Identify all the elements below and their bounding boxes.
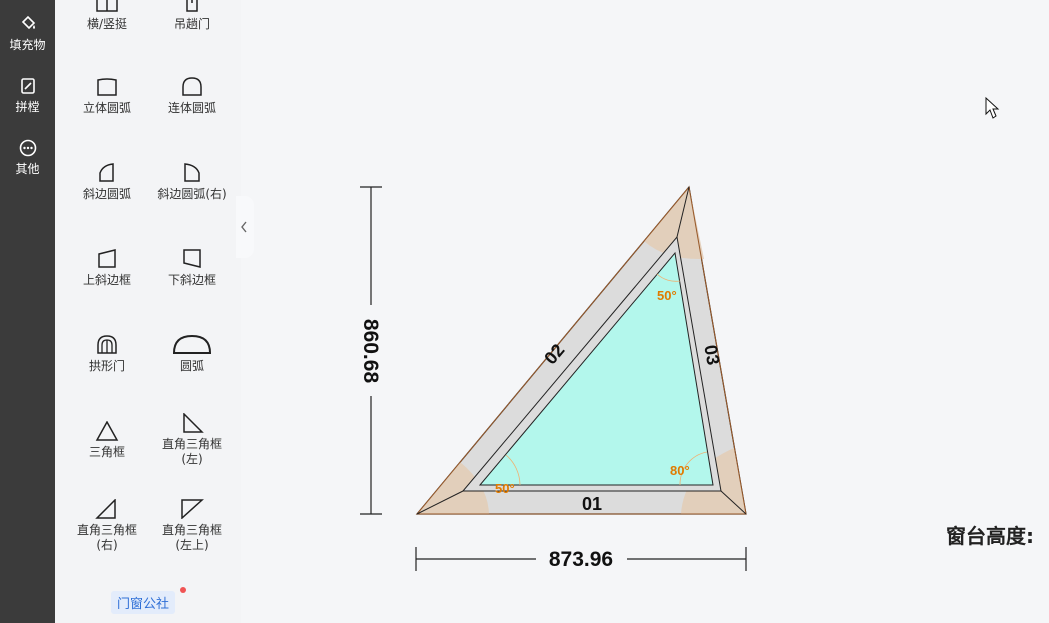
chevron-left-icon [241,221,247,233]
tool-label: 拱形门 [88,359,125,373]
corner-left [417,462,489,514]
angle-arc-top [656,273,681,282]
glass-pane[interactable] [478,251,714,486]
tool-label: 直角三角框 [161,523,222,537]
tool-semicircle[interactable]: 圆弧 [152,335,232,374]
tool-right-triangle-top-left[interactable]: 直角三角框 (左上) [152,499,232,553]
right-triangle-right-icon [95,499,116,519]
tool-hanging-door[interactable]: 吊趟门 [152,0,232,32]
right-triangle-left-icon [183,413,204,433]
right-triangle-top-left-icon [181,499,204,519]
sidebar-item-label: 其他 [15,162,40,176]
left-sidebar: 填充物 拼樘 其他 [0,0,55,623]
outer-outline [415,185,747,515]
tool-label: 连体圆弧 [167,101,216,115]
tool-right-triangle-right[interactable]: 直角三角框 (右) [67,499,147,553]
brand-link[interactable]: 门窗公社 [111,591,176,614]
bevel-arc-icon [99,163,114,182]
solid-arc-icon [97,78,117,96]
sidebar-item-fill[interactable]: 填充物 [0,15,55,53]
height-dimension [360,186,382,515]
shape-tool-panel: 横/竖挺 吊趟门 立体圆弧 连体圆弧 斜边圆弧 斜边圆弧(右) [55,0,241,623]
tool-triangle[interactable]: 三角框 [67,421,147,460]
sidebar-item-other[interactable]: 其他 [0,139,55,177]
more-icon [19,139,36,157]
bottom-slant-frame-icon [183,249,201,268]
tool-label: 斜边圆弧(右) [157,187,227,201]
sidebar-item-joint[interactable]: 拼樘 [0,77,55,115]
tool-label-sub: (右) [96,538,118,552]
angle-label-left: 50° [495,481,515,496]
joined-arc-icon [182,77,202,96]
tool-label: 斜边圆弧 [82,187,131,201]
tool-solid-arc[interactable]: 立体圆弧 [67,77,147,116]
semicircle-icon [172,335,212,354]
tool-label: 下斜边框 [167,273,216,287]
bar-label-right[interactable]: 03 [700,343,723,366]
tool-joined-arc[interactable]: 连体圆弧 [152,77,232,116]
tool-label: 直角三角框 [76,523,137,537]
tool-label: 三角框 [88,445,125,459]
bar-label-bottom[interactable]: 01 [582,494,602,514]
tool-right-triangle-left[interactable]: 直角三角框 (左) [152,413,232,467]
notification-dot [180,587,186,593]
triangle-icon [95,421,119,441]
angle-label-right: 80° [670,463,690,478]
joint-line-top [676,186,690,238]
arch-door-icon [97,335,117,354]
tool-label: 吊趟门 [173,17,210,31]
sidebar-item-label: 填充物 [9,38,46,52]
tool-top-slant-frame[interactable]: 上斜边框 [67,249,147,288]
joint-line-left [416,490,464,515]
height-dimension-label[interactable]: 860.68 [359,319,382,384]
edit-frame-icon [20,78,35,94]
tool-label: 横/竖挺 [86,17,128,31]
angle-arc-left [505,454,521,486]
joint-line-right [720,490,747,515]
mouse-cursor-icon [985,96,1000,119]
corner-top [644,187,704,260]
tool-label: 上斜边框 [82,273,131,287]
tool-label-sub: (左上) [175,538,209,552]
tool-label: 圆弧 [179,359,204,373]
tool-bevel-arc[interactable]: 斜边圆弧 [67,163,147,202]
sidebar-item-label: 拼樘 [15,100,40,114]
top-slant-frame-icon [98,249,116,268]
tool-mullion[interactable]: 横/竖挺 [67,0,147,32]
tool-label-sub: (左) [181,452,203,466]
panel-collapse-button[interactable] [236,196,254,258]
tool-arch-door[interactable]: 拱形门 [67,335,147,374]
sill-height-label: 窗台高度: [946,524,1034,548]
hanging-door-icon [186,0,198,12]
width-dimension [415,547,747,571]
angle-arc-right [679,451,708,486]
tool-bottom-slant-frame[interactable]: 下斜边框 [152,249,232,288]
tool-label: 立体圆弧 [82,101,131,115]
bevel-arc-right-icon [184,163,200,182]
angle-label-top: 50° [657,288,677,303]
tool-label: 直角三角框 [161,437,222,451]
width-dimension-label[interactable]: 873.96 [549,548,613,571]
paint-bucket-icon [21,15,35,30]
tool-bevel-arc-right[interactable]: 斜边圆弧(右) [152,163,232,202]
mullion-icon [96,0,118,12]
